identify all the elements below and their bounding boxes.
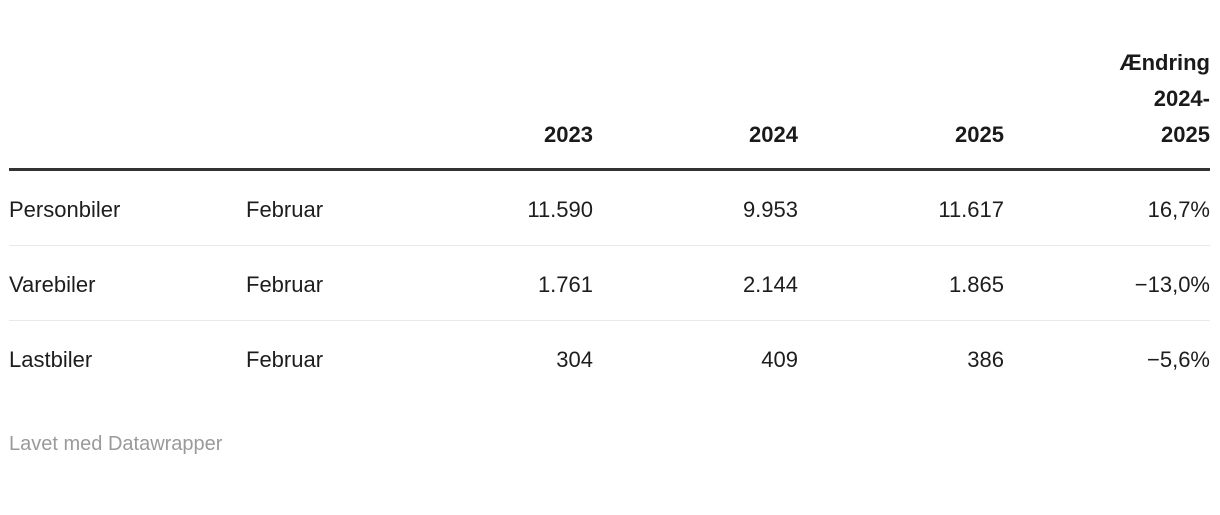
- cell-change: 16,7%: [1147, 197, 1210, 222]
- cell-2024: 409: [761, 347, 798, 372]
- cell-2025: 11.617: [938, 197, 1004, 222]
- col-header-2023: 2023: [544, 122, 593, 147]
- datawrapper-table-page: 2023 2024 2025 Ændring 2024-2025 Personb…: [0, 45, 1220, 457]
- table-row-varebiler: Varebiler Februar 1.761 2.144 1.865 −13,…: [9, 245, 1210, 321]
- cell-2023: 304: [556, 347, 593, 372]
- cell-2025: 386: [967, 347, 1004, 372]
- cell-category: Varebiler: [9, 272, 96, 297]
- table-row-lastbiler: Lastbiler Februar 304 409 386 −5,6%: [9, 320, 1210, 396]
- cell-category: Personbiler: [9, 197, 121, 222]
- header-row: 2023 2024 2025 Ændring 2024-2025: [9, 45, 1210, 170]
- cell-month: Februar: [246, 197, 324, 222]
- data-table: 2023 2024 2025 Ændring 2024-2025 Personb…: [9, 45, 1210, 395]
- table-row-personbiler: Personbiler Februar 11.590 9.953 11.617 …: [9, 170, 1210, 246]
- datawrapper-credit-link[interactable]: Lavet med Datawrapper: [9, 433, 223, 455]
- cell-change: −13,0%: [1134, 272, 1210, 297]
- cell-change: −5,6%: [1147, 347, 1210, 372]
- cell-month: Februar: [246, 347, 324, 372]
- col-header-2024: 2024: [749, 122, 798, 147]
- col-header-change-label: Ændring 2024-2025: [1119, 50, 1210, 147]
- cell-2024: 2.144: [742, 272, 798, 297]
- col-header-change: Ændring 2024-2025: [1004, 45, 1210, 170]
- cell-2025: 1.865: [948, 272, 1004, 297]
- col-header-category: [9, 45, 246, 170]
- cell-2023: 11.590: [527, 197, 593, 222]
- col-header-2025: 2025: [955, 122, 1004, 147]
- cell-2023: 1.761: [537, 272, 593, 297]
- cell-2024: 9.953: [742, 197, 798, 222]
- cell-category: Lastbiler: [9, 347, 93, 372]
- col-header-month: [246, 45, 421, 170]
- table-body: Personbiler Februar 11.590 9.953 11.617 …: [9, 170, 1210, 396]
- table-header: 2023 2024 2025 Ændring 2024-2025: [9, 45, 1210, 170]
- cell-month: Februar: [246, 272, 324, 297]
